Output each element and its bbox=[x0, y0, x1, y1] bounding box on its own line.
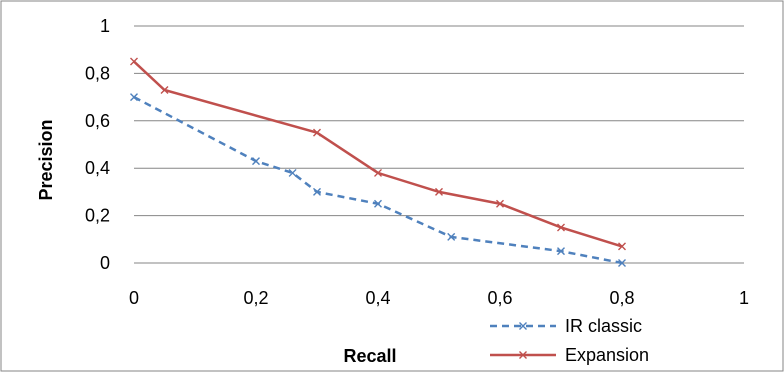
y-tick-label: 0,2 bbox=[85, 206, 110, 226]
x-tick-label: 0,4 bbox=[365, 288, 390, 308]
legend-label: Expansion bbox=[565, 345, 649, 365]
x-tick-label: 1 bbox=[739, 288, 749, 308]
x-tick-label: 0,6 bbox=[487, 288, 512, 308]
series-expansion bbox=[130, 57, 626, 251]
data-point-marker bbox=[435, 187, 443, 196]
data-point-marker bbox=[618, 242, 626, 251]
y-tick-label: 0,6 bbox=[85, 111, 110, 131]
x-axis-title: Recall bbox=[343, 346, 396, 366]
data-point-marker bbox=[252, 157, 260, 166]
legend-marker bbox=[519, 351, 527, 359]
x-tick-label: 0,2 bbox=[243, 288, 268, 308]
data-point-marker bbox=[374, 199, 382, 208]
y-tick-label: 1 bbox=[100, 16, 110, 36]
legend-item: Expansion bbox=[490, 345, 649, 365]
series-line bbox=[133, 60, 623, 248]
data-point-marker bbox=[160, 85, 169, 94]
data-point-marker bbox=[313, 128, 321, 137]
data-point-marker bbox=[374, 168, 382, 177]
legend-label: IR classic bbox=[565, 316, 642, 336]
y-tick-label: 0,4 bbox=[85, 158, 110, 178]
grid-lines bbox=[134, 25, 744, 264]
series-ir-classic bbox=[130, 93, 626, 267]
series-line bbox=[133, 95, 623, 265]
y-tick-label: 0,8 bbox=[85, 63, 110, 83]
data-point-marker bbox=[496, 199, 504, 208]
data-point-marker bbox=[557, 247, 565, 256]
y-axis-title: Precision bbox=[36, 119, 56, 200]
x-tick-label: 0,8 bbox=[609, 288, 634, 308]
data-point-marker bbox=[313, 187, 321, 196]
y-tick-label: 0 bbox=[100, 253, 110, 273]
data-point-marker bbox=[130, 57, 138, 66]
data-point-marker bbox=[288, 168, 297, 177]
legend: IR classic Expansion bbox=[490, 316, 649, 365]
data-point-marker bbox=[447, 232, 456, 241]
data-point-marker bbox=[618, 259, 626, 267]
legend-item: IR classic bbox=[490, 316, 642, 336]
data-point-marker bbox=[130, 93, 138, 102]
data-series bbox=[130, 57, 626, 267]
y-axis-tick-labels: 0 0,2 0,4 0,6 0,8 1 bbox=[85, 16, 110, 273]
x-tick-label: 0 bbox=[129, 288, 139, 308]
data-point-marker bbox=[557, 223, 565, 232]
legend-marker bbox=[519, 322, 527, 330]
x-axis-tick-labels: 0 0,2 0,4 0,6 0,8 1 bbox=[129, 288, 749, 308]
